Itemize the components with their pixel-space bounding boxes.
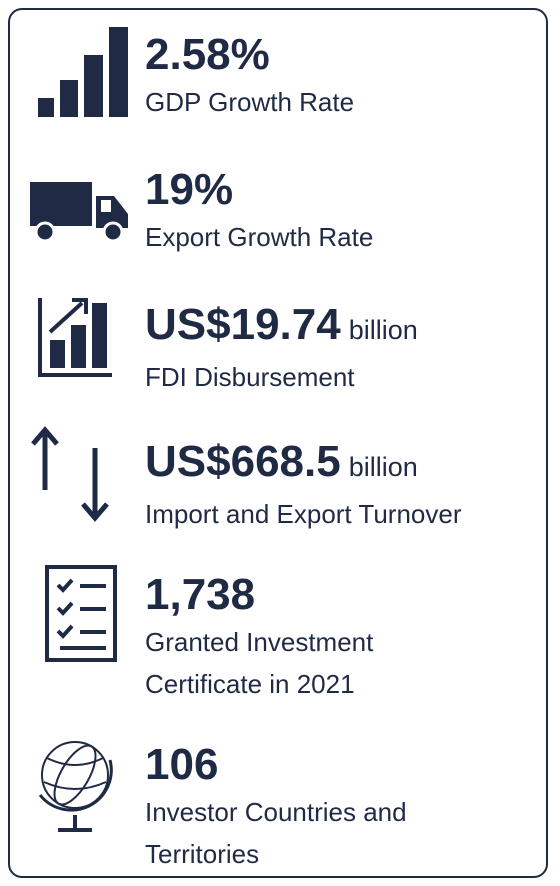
stat-item: US$19.74 billion FDI Disbursement bbox=[145, 303, 418, 398]
stat-item: 106 Investor Countries and Territories bbox=[145, 743, 407, 875]
globe-icon bbox=[38, 741, 113, 832]
stat-value: 106 bbox=[145, 743, 407, 787]
stat-number: US$668.5 bbox=[145, 437, 341, 486]
label-line: FDI Disbursement bbox=[145, 362, 355, 392]
stat-number: 106 bbox=[145, 740, 219, 789]
stat-number: US$19.74 bbox=[145, 300, 341, 349]
stat-number: 1,738 bbox=[145, 570, 256, 619]
stat-value: 2.58% bbox=[145, 33, 354, 77]
stat-item: 19% Export Growth Rate bbox=[145, 168, 373, 258]
bar-icon bbox=[38, 27, 128, 117]
label-line: Investor Countries and bbox=[145, 797, 407, 827]
stat-number: 19% bbox=[145, 165, 234, 214]
stat-item: US$668.5 billion Import and Export Turnove… bbox=[145, 440, 461, 535]
frame bbox=[8, 8, 548, 878]
stat-label: FDI Disbursement bbox=[145, 356, 418, 398]
stat-number: 2.58% bbox=[145, 30, 270, 79]
stat-label: GDP Growth Rate bbox=[145, 81, 354, 123]
stat-unit: billion bbox=[348, 452, 418, 482]
label-line: Certificate in 2021 bbox=[145, 669, 355, 699]
truck-icon bbox=[30, 182, 128, 243]
arrows-icon bbox=[31, 426, 109, 522]
stat-value: 1,738 bbox=[145, 573, 373, 617]
stat-item: 2.58% GDP Growth Rate bbox=[145, 33, 354, 123]
stat-label: Export Growth Rate bbox=[145, 216, 373, 258]
stat-value: US$19.74 billion bbox=[145, 303, 418, 352]
stat-value: 19% bbox=[145, 168, 373, 212]
stat-label: Import and Export Turnover bbox=[145, 493, 461, 535]
checklist-icon bbox=[45, 565, 117, 662]
stat-label: Investor Countries and Territories bbox=[145, 791, 407, 875]
label-line: GDP Growth Rate bbox=[145, 87, 355, 117]
stat-value: US$668.5 billion bbox=[145, 440, 461, 489]
stat-label: Granted Investment Certificate in 2021 bbox=[145, 621, 373, 705]
stat-unit: billion bbox=[348, 315, 418, 345]
stat-item: 1,738 Granted Investment Certificate in 20… bbox=[145, 573, 373, 705]
label-line: Import and Export Turnover bbox=[145, 499, 462, 529]
chart-icon bbox=[38, 298, 112, 377]
label-line: Granted Investment bbox=[145, 627, 374, 657]
label-line: Export Growth Rate bbox=[145, 222, 374, 252]
label-line: Territories bbox=[145, 839, 260, 869]
